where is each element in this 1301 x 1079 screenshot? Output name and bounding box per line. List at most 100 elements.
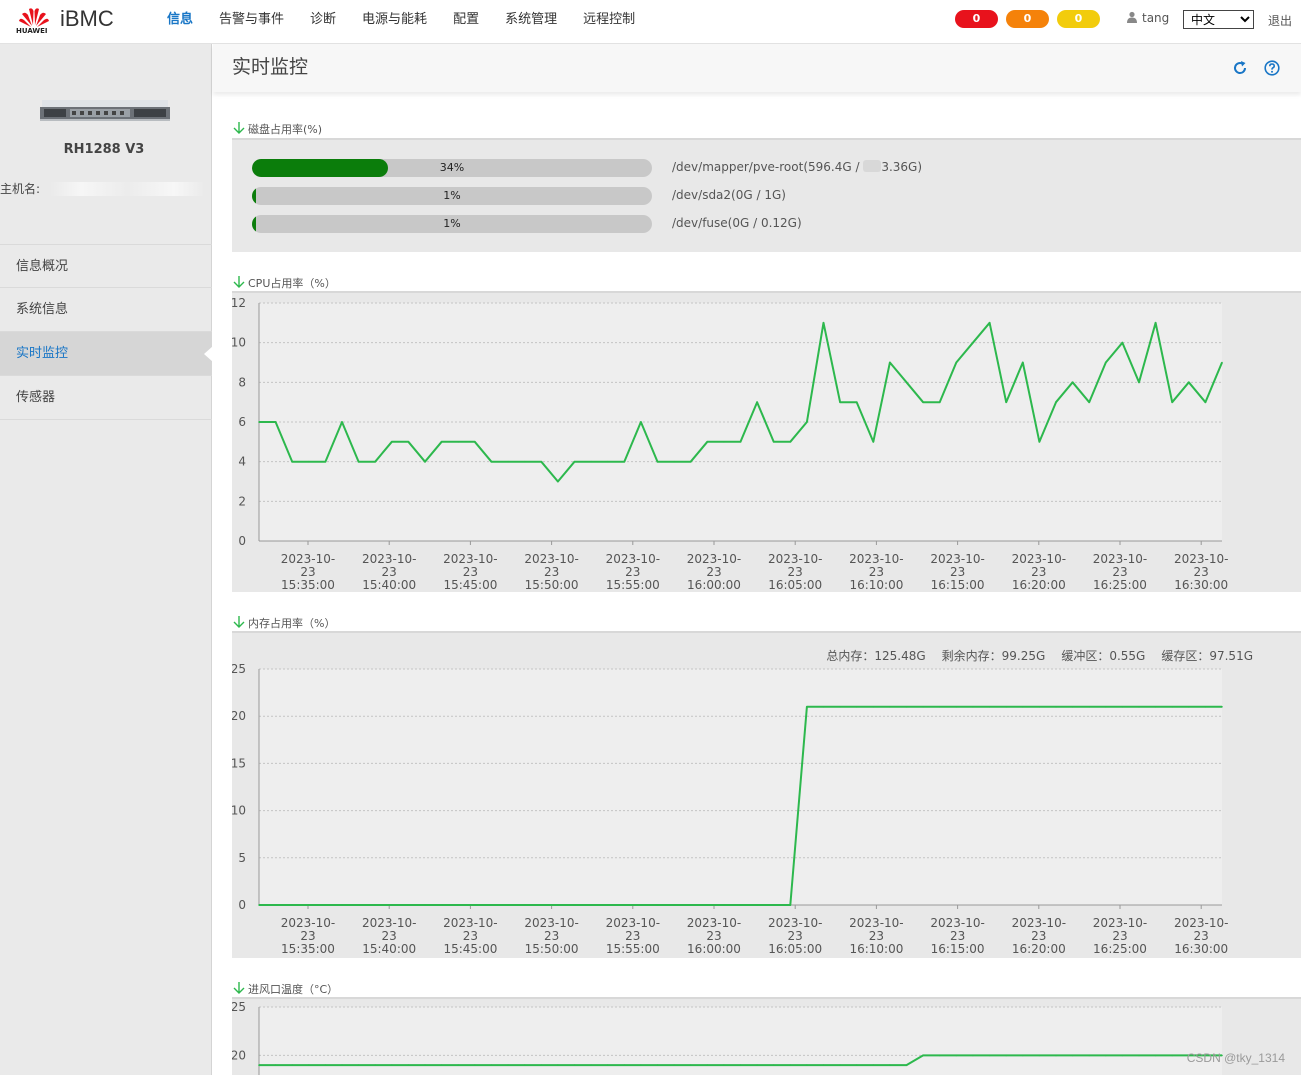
disk-usage-bar-fill	[252, 187, 256, 205]
disk-usage-bar-fill	[252, 215, 256, 233]
data-point	[573, 1064, 576, 1066]
nav-configuration[interactable]: 配置	[453, 12, 480, 27]
x-tick-label-line: 23	[463, 929, 478, 943]
x-tick-label-line: 2023-10-	[362, 916, 416, 930]
y-tick-label: 20	[232, 709, 246, 723]
top-bar: HUAWEI iBMC 信息 告警与事件 诊断 电源与能耗 配置 系统管理 远程…	[0, 0, 1301, 44]
cpu-usage-title[interactable]: CPU占用率（%）	[232, 275, 336, 291]
data-point	[739, 441, 742, 443]
disk-usage-title[interactable]: 磁盘占用率(%)	[232, 121, 322, 137]
data-point	[1055, 401, 1057, 403]
nav-power-energy[interactable]: 电源与能耗	[362, 12, 428, 27]
data-point	[457, 904, 459, 906]
data-point	[424, 1064, 426, 1066]
disk-usage-bar: 34%	[252, 159, 652, 177]
data-point	[1022, 361, 1024, 364]
data-point	[606, 460, 609, 463]
data-point	[706, 441, 709, 443]
data-point	[424, 904, 426, 906]
data-point	[557, 480, 559, 483]
x-tick-label-line: 2023-10-	[606, 552, 660, 566]
nav-system-management[interactable]: 系统管理	[505, 12, 558, 27]
x-tick-label-line: 2023-10-	[362, 552, 416, 566]
data-point	[357, 904, 360, 906]
x-tick-label-line: 23	[463, 565, 478, 579]
x-tick-label: 2023-10-23 15:40:00	[362, 552, 416, 592]
data-point	[1038, 1054, 1041, 1057]
minor-alarm-badge[interactable]: 0	[1057, 10, 1100, 28]
data-point	[706, 904, 709, 906]
y-tick-label: 10	[232, 336, 246, 350]
x-tick-label-line: 2023-10-	[1012, 552, 1066, 566]
data-point	[1204, 401, 1207, 403]
sidebar-item-sensors[interactable]: 传感器	[0, 376, 212, 420]
data-point	[1138, 706, 1140, 708]
sidebar-item-overview[interactable]: 信息概况	[0, 244, 212, 288]
help-icon[interactable]	[1264, 60, 1280, 76]
memory-cache: 缓存区：97.51G	[1161, 649, 1253, 663]
data-point	[440, 904, 443, 906]
data-point	[324, 460, 327, 463]
data-point	[789, 904, 792, 906]
watermark: CSDN @tky_1314	[1186, 1051, 1285, 1065]
data-point	[474, 441, 476, 443]
current-user[interactable]: tang	[1126, 11, 1169, 25]
data-point	[1038, 706, 1041, 708]
data-point	[1055, 706, 1057, 708]
data-point	[905, 706, 908, 708]
nav-info[interactable]: 信息	[167, 12, 194, 27]
x-tick-label-line: 23	[1031, 565, 1046, 579]
data-point	[291, 904, 293, 906]
data-point	[1071, 381, 1074, 384]
nav-alarms-events[interactable]: 告警与事件	[219, 12, 285, 27]
x-tick-label: 2023-10-23 16:05:00	[768, 552, 822, 592]
y-tick-label: 4	[238, 455, 246, 469]
data-point	[656, 1064, 659, 1066]
x-tick-label-line: 23	[625, 565, 640, 579]
x-tick-label-line: 2023-10-	[1174, 916, 1228, 930]
x-tick-label-line: 23	[625, 929, 640, 943]
data-point	[922, 706, 924, 708]
x-tick-label-line: 2023-10-	[281, 916, 335, 930]
x-tick-label-line: 16:30:00	[1174, 578, 1228, 592]
language-select[interactable]: 中文	[1183, 10, 1254, 29]
nav-diagnostics[interactable]: 诊断	[310, 12, 337, 27]
data-point	[673, 460, 675, 463]
data-point	[341, 421, 343, 423]
data-point	[723, 1064, 725, 1066]
data-point	[308, 1064, 310, 1066]
x-tick-label-line: 2023-10-	[1174, 552, 1228, 566]
x-tick-label: 2023-10-23 16:30:00	[1174, 916, 1228, 956]
refresh-icon[interactable]	[1232, 60, 1248, 76]
major-alarm-badge[interactable]: 0	[1006, 10, 1049, 28]
data-point	[1221, 706, 1223, 708]
data-point	[1088, 1054, 1090, 1057]
hostname-value-redacted	[50, 182, 205, 196]
data-point	[590, 1064, 592, 1066]
sidebar-item-system-info[interactable]: 系统信息	[0, 288, 212, 332]
logout-link[interactable]: 退出	[1268, 14, 1293, 28]
data-point	[988, 322, 991, 324]
inlet-temp-title[interactable]: 进风口温度（°C）	[232, 981, 338, 997]
data-point	[723, 904, 725, 906]
critical-alarm-badge[interactable]: 0	[955, 10, 998, 28]
huawei-logo-icon	[19, 8, 49, 27]
data-point	[789, 441, 792, 443]
data-point	[324, 1064, 327, 1066]
nav-remote-control[interactable]: 远程控制	[583, 12, 636, 27]
x-tick-label: 2023-10-23 16:20:00	[1012, 916, 1066, 956]
data-point	[673, 1064, 675, 1066]
data-point	[407, 441, 410, 443]
collapse-arrow-icon	[233, 122, 245, 134]
disk-usage-bar: 1%	[252, 215, 652, 233]
sidebar-item-realtime-monitor[interactable]: 实时监控	[0, 332, 213, 376]
data-point	[540, 1064, 543, 1066]
x-tick-label-line: 2023-10-	[606, 916, 660, 930]
data-point	[1121, 706, 1124, 708]
data-point	[1005, 401, 1007, 403]
data-point	[407, 1064, 410, 1066]
data-point	[1005, 1054, 1007, 1057]
memory-usage-title[interactable]: 内存占用率（%）	[232, 615, 335, 631]
x-tick-label: 2023-10-23 16:20:00	[1012, 552, 1066, 592]
data-point	[457, 1064, 459, 1066]
